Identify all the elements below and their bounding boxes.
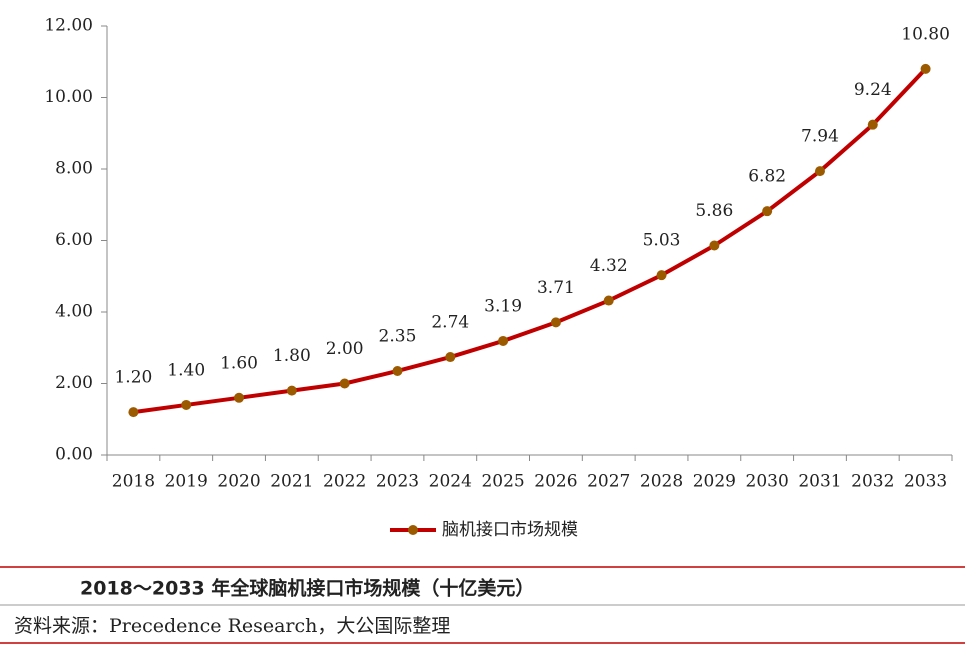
- point: [920, 63, 931, 74]
- y-tick-label: 2.00: [55, 373, 93, 393]
- point: [339, 378, 350, 389]
- point: [814, 166, 825, 177]
- point: [709, 240, 720, 251]
- data-label: 3.19: [484, 296, 522, 316]
- x-tick-label: 2019: [165, 472, 208, 492]
- line: [133, 67, 928, 415]
- data-label: 2.74: [431, 313, 469, 333]
- data-label: 1.60: [220, 353, 258, 373]
- x-tick-label: 2020: [217, 472, 260, 492]
- x-tick-label: 2018: [112, 472, 155, 492]
- data-label: 10.80: [901, 24, 950, 44]
- data-label: 1.80: [273, 346, 311, 366]
- y-tick-label: 10.00: [44, 87, 93, 107]
- caption: 2018～2033 年全球脑机接口市场规模（十亿美元）: [80, 577, 534, 600]
- x-tick-label: 2033: [904, 472, 947, 492]
- x-tick-label: 2030: [746, 472, 789, 492]
- x-tick-label: 2027: [587, 472, 630, 492]
- data-label: 7.94: [801, 127, 839, 147]
- point: [550, 317, 561, 328]
- data-label: 6.82: [748, 167, 786, 187]
- point: [234, 392, 245, 403]
- point: [181, 399, 192, 410]
- point: [762, 206, 773, 217]
- data-label: 2.00: [326, 339, 364, 359]
- data-label: 9.24: [854, 80, 892, 100]
- data-label: 5.86: [695, 201, 733, 221]
- legend-label: 脑机接口市场规模: [442, 520, 578, 540]
- point: [656, 270, 667, 281]
- x-tick-label: 2022: [323, 472, 366, 492]
- y-tick-label: 0.00: [55, 445, 93, 465]
- y-tick-label: 4.00: [55, 302, 93, 322]
- data-label: 2.35: [379, 326, 417, 346]
- x-tick-label: 2029: [693, 472, 736, 492]
- x-tick-label: 2025: [481, 472, 524, 492]
- data-label: 4.32: [590, 256, 628, 276]
- legend-marker: [408, 525, 418, 535]
- x-tick-label: 2024: [429, 472, 472, 492]
- point: [392, 365, 403, 376]
- x-tick-label: 2032: [851, 472, 894, 492]
- point: [867, 119, 878, 130]
- point: [286, 385, 297, 396]
- source: 资料来源：Precedence Research，大公国际整理: [14, 615, 450, 637]
- y-tick-label: 6.00: [55, 230, 93, 250]
- point: [498, 335, 509, 346]
- data-label: 5.03: [643, 231, 681, 251]
- y-tick-label: 12.00: [44, 16, 93, 36]
- data-label: 1.20: [114, 368, 152, 388]
- x-tick-label: 2023: [376, 472, 419, 492]
- x-tick-label: 2026: [534, 472, 577, 492]
- x-tick-label: 2031: [798, 472, 841, 492]
- point: [128, 407, 139, 418]
- data-label: 3.71: [537, 278, 575, 298]
- x-tick-label: 2028: [640, 472, 683, 492]
- x-tick-label: 2021: [270, 472, 313, 492]
- data-label: 1.40: [167, 360, 205, 380]
- point: [603, 295, 614, 306]
- y-tick-label: 8.00: [55, 159, 93, 179]
- point: [445, 352, 456, 363]
